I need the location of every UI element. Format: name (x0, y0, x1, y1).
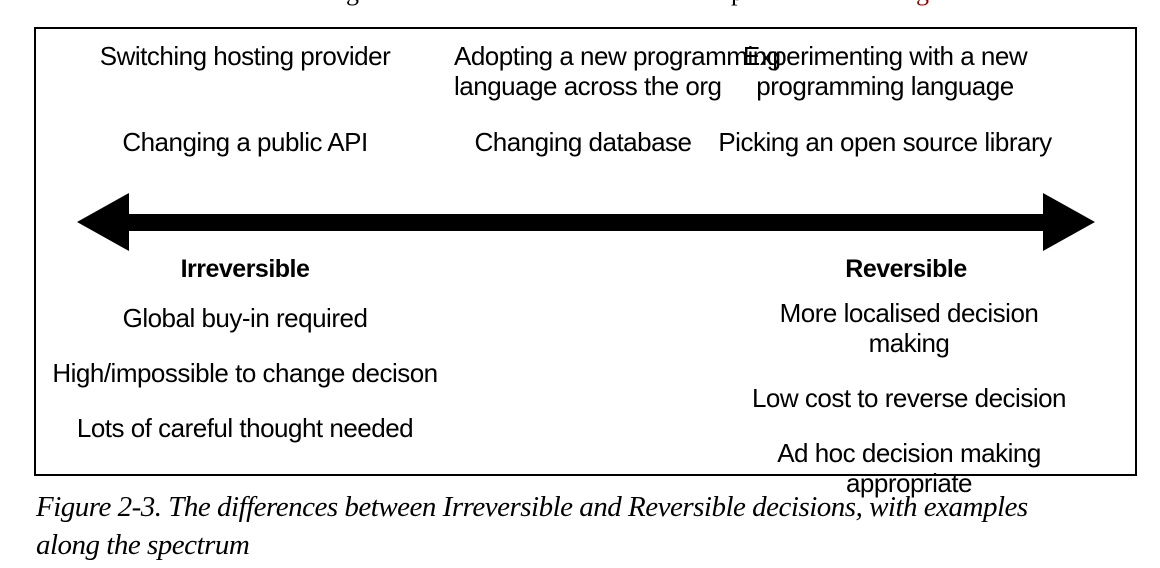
example-middle-1: Adopting a new programming language acro… (454, 41, 781, 101)
arrow-shaft (129, 213, 1043, 231)
cropped-text-line: g p g (0, 0, 1160, 10)
arrow-right-head-icon (1043, 193, 1095, 251)
figure-caption: Figure 2-3. The differences between Irre… (36, 491, 1028, 561)
examples-row-2: Changing a public API Changing database … (36, 127, 1135, 157)
double-headed-arrow (77, 193, 1095, 251)
figure-box: Switching hosting provider Adopting a ne… (34, 27, 1137, 498)
example-reversible-1: Experimenting with a new programming lan… (742, 41, 1028, 101)
reversible-traits-list: More localised decision making Low cost … (736, 298, 1082, 498)
trait-item: Ad hoc decision making appropriate (777, 438, 1041, 498)
trait-item: More localised decision making (779, 298, 1039, 358)
text-descender-fragment: g (346, 0, 359, 5)
example-irreversible-1: Switching hosting provider (99, 41, 391, 71)
trait-item: Lots of careful thought needed (76, 413, 414, 443)
trait-item: High/impossible to change decison (52, 358, 438, 388)
link-text-fragment[interactable]: g (916, 0, 929, 5)
examples-row-1: Switching hosting provider Adopting a ne… (36, 41, 1135, 101)
axis-labels-spacer (454, 253, 712, 285)
traits-spacer (454, 303, 712, 503)
example-reversible-2: Picking an open source library (718, 127, 1052, 157)
label-reversible: Reversible (845, 255, 967, 283)
example-irreversible-2: Changing a public API (122, 127, 368, 157)
label-irreversible: Irreversible (180, 255, 310, 283)
trait-item: Low cost to reverse decision (751, 383, 1067, 413)
irreversible-traits-list: Global buy-in required High/impossible t… (36, 303, 454, 503)
example-middle-2: Changing database (474, 127, 692, 157)
arrow-left-head-icon (77, 193, 129, 251)
trait-item: Global buy-in required (122, 303, 368, 333)
text-descender-fragment: p (731, 0, 744, 5)
axis-labels-row: Irreversible Reversible (36, 253, 1135, 285)
traits-section: Global buy-in required High/impossible t… (36, 298, 1135, 503)
